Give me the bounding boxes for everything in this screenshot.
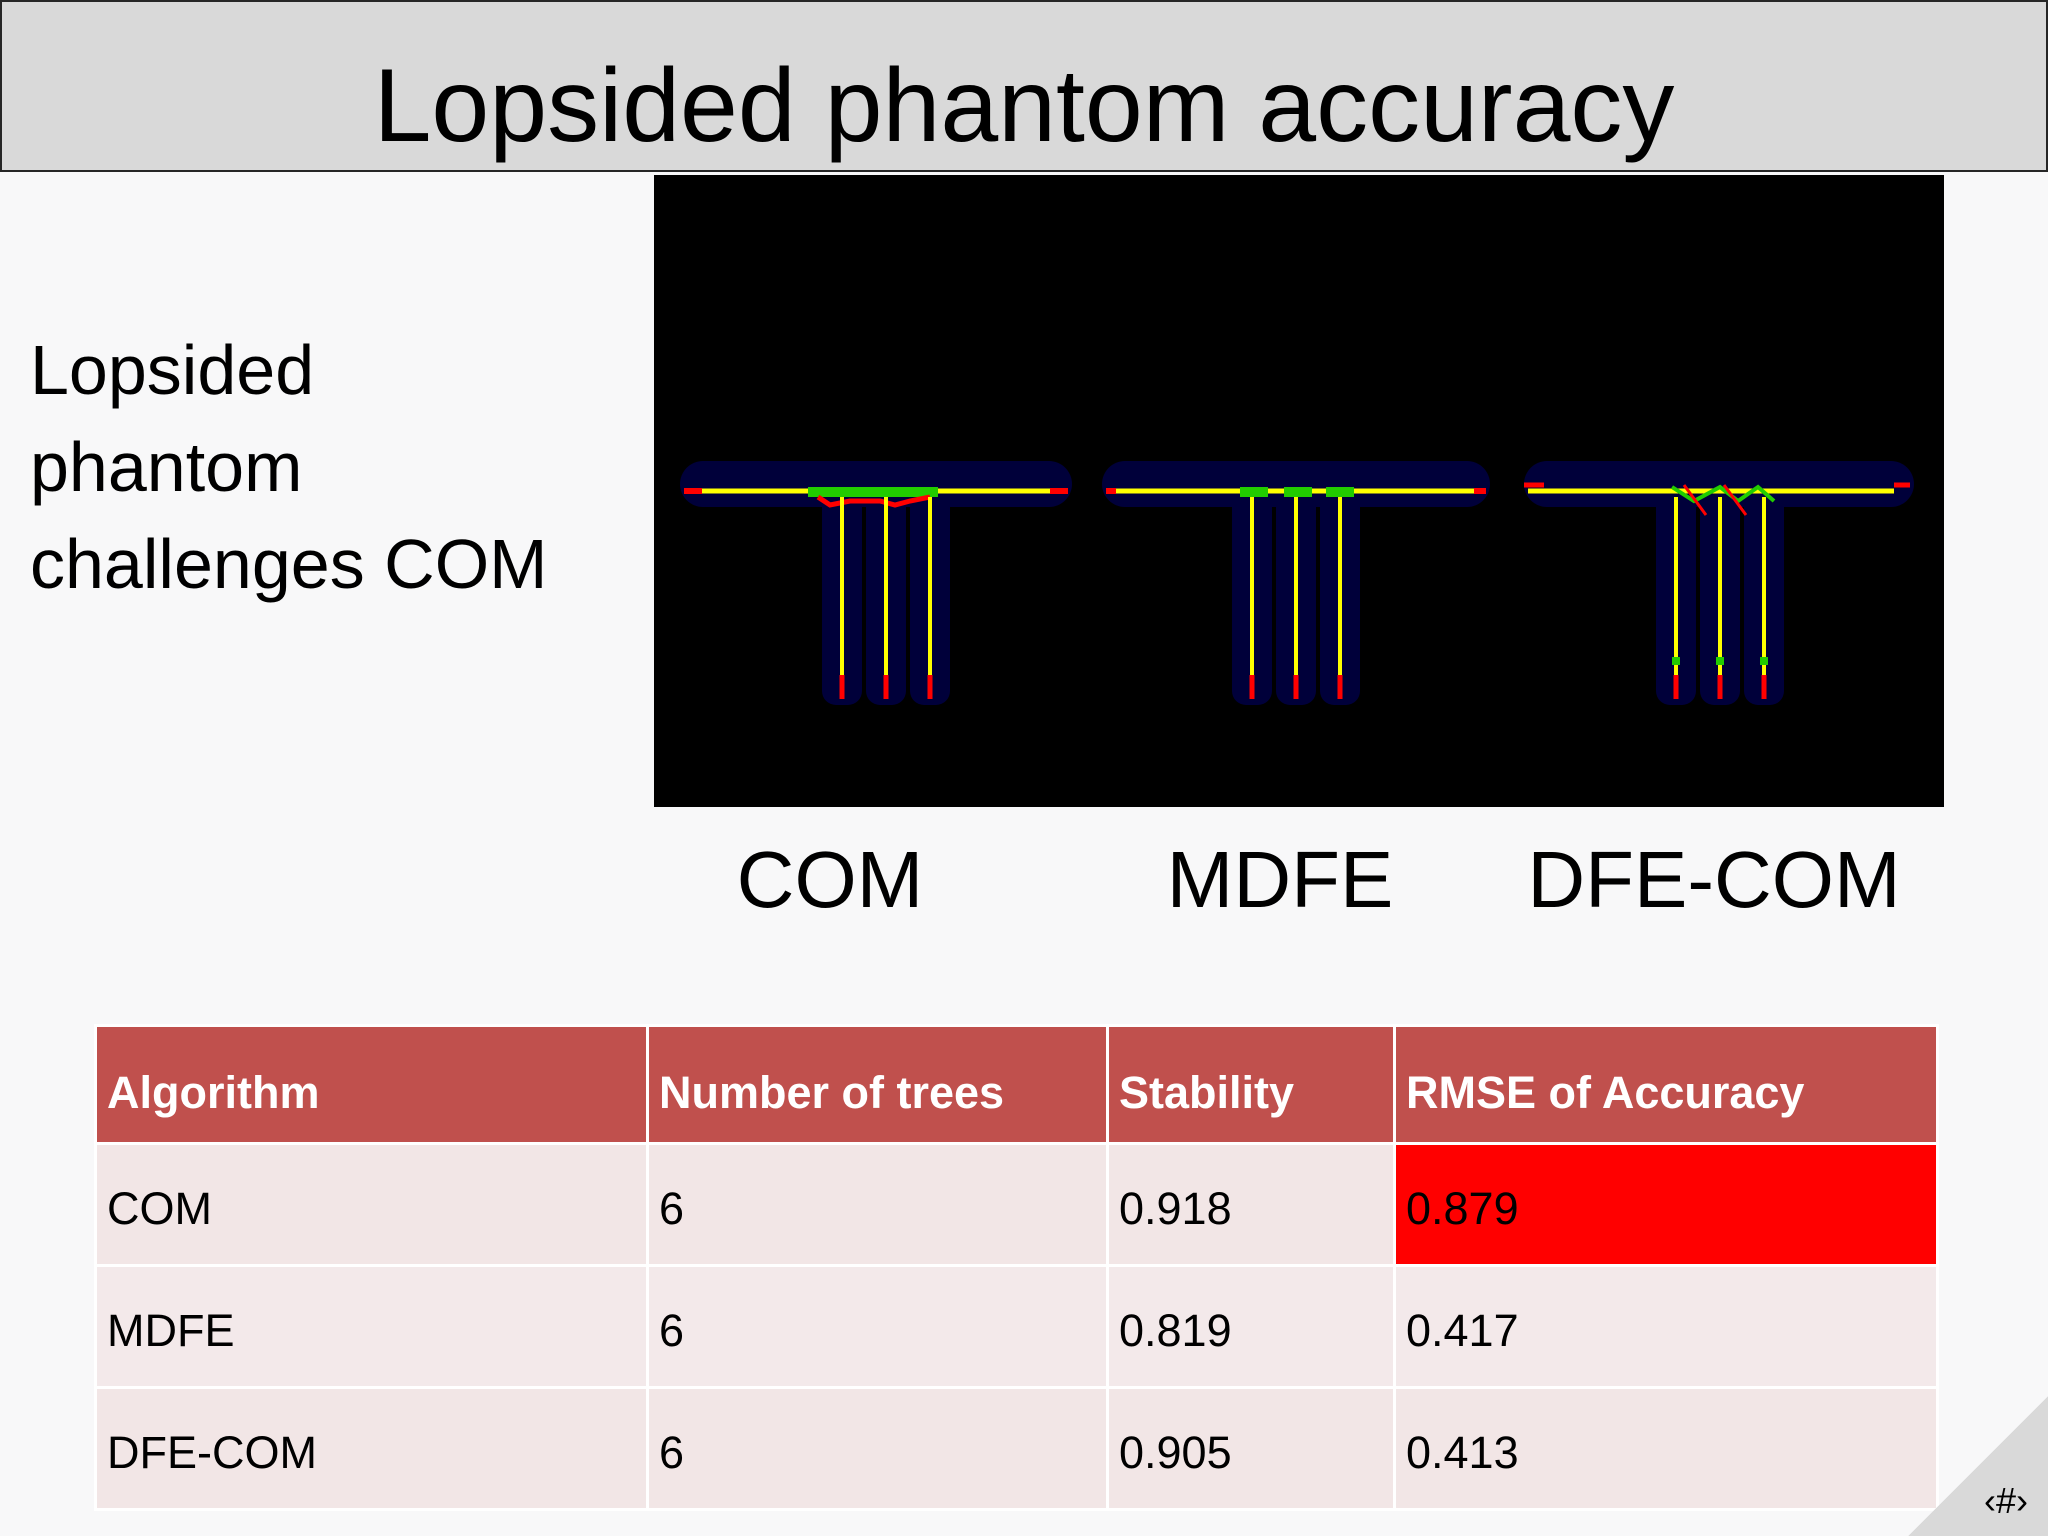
side-text-line: phantom [30, 428, 303, 506]
table-header-row: Algorithm Number of trees Stability RMSE… [94, 1024, 1939, 1145]
cell-trees: 6 [646, 1142, 1109, 1267]
panel-label-mdfe: MDFE [1166, 835, 1394, 924]
slide-corner-decoration [1908, 1396, 2048, 1536]
cell-algorithm: MDFE [94, 1264, 649, 1389]
table-row: MDFE 6 0.819 0.417 [94, 1264, 1939, 1389]
header-algorithm: Algorithm [94, 1024, 649, 1145]
phantom-mdfe [1102, 461, 1490, 705]
cell-stability: 0.819 [1106, 1264, 1396, 1389]
phantom-dfecom [1524, 461, 1914, 705]
cell-trees: 6 [646, 1386, 1109, 1511]
results-table: Algorithm Number of trees Stability RMSE… [94, 1024, 1939, 1511]
cell-trees: 6 [646, 1264, 1109, 1389]
header-number-of-trees: Number of trees [646, 1024, 1109, 1145]
cell-algorithm: COM [94, 1142, 649, 1267]
panel-label-com: COM [736, 835, 924, 924]
panel-label-dfecom: DFE-COM [1527, 835, 1901, 924]
side-text-line: challenges COM [30, 525, 548, 603]
side-text-line: Lopsided [30, 331, 315, 409]
slide-number: ‹#› [1984, 1480, 2028, 1521]
side-text: Lopsided phantom challenges COM [30, 322, 547, 613]
header-rmse: RMSE of Accuracy [1393, 1024, 1939, 1145]
cell-stability: 0.918 [1106, 1142, 1396, 1267]
phantom-image [654, 175, 1944, 807]
cell-rmse: 0.417 [1393, 1264, 1939, 1389]
title-bar [0, 0, 2048, 172]
phantom-com [680, 461, 1072, 705]
cell-rmse-highlighted: 0.879 [1393, 1142, 1939, 1267]
cell-stability: 0.905 [1106, 1386, 1396, 1511]
table-row: COM 6 0.918 0.879 [94, 1142, 1939, 1267]
slide-title: Lopsided phantom accuracy [373, 48, 1675, 164]
cell-algorithm: DFE-COM [94, 1386, 649, 1511]
cell-rmse: 0.413 [1393, 1386, 1939, 1511]
table-row: DFE-COM 6 0.905 0.413 [94, 1386, 1939, 1511]
header-stability: Stability [1106, 1024, 1396, 1145]
